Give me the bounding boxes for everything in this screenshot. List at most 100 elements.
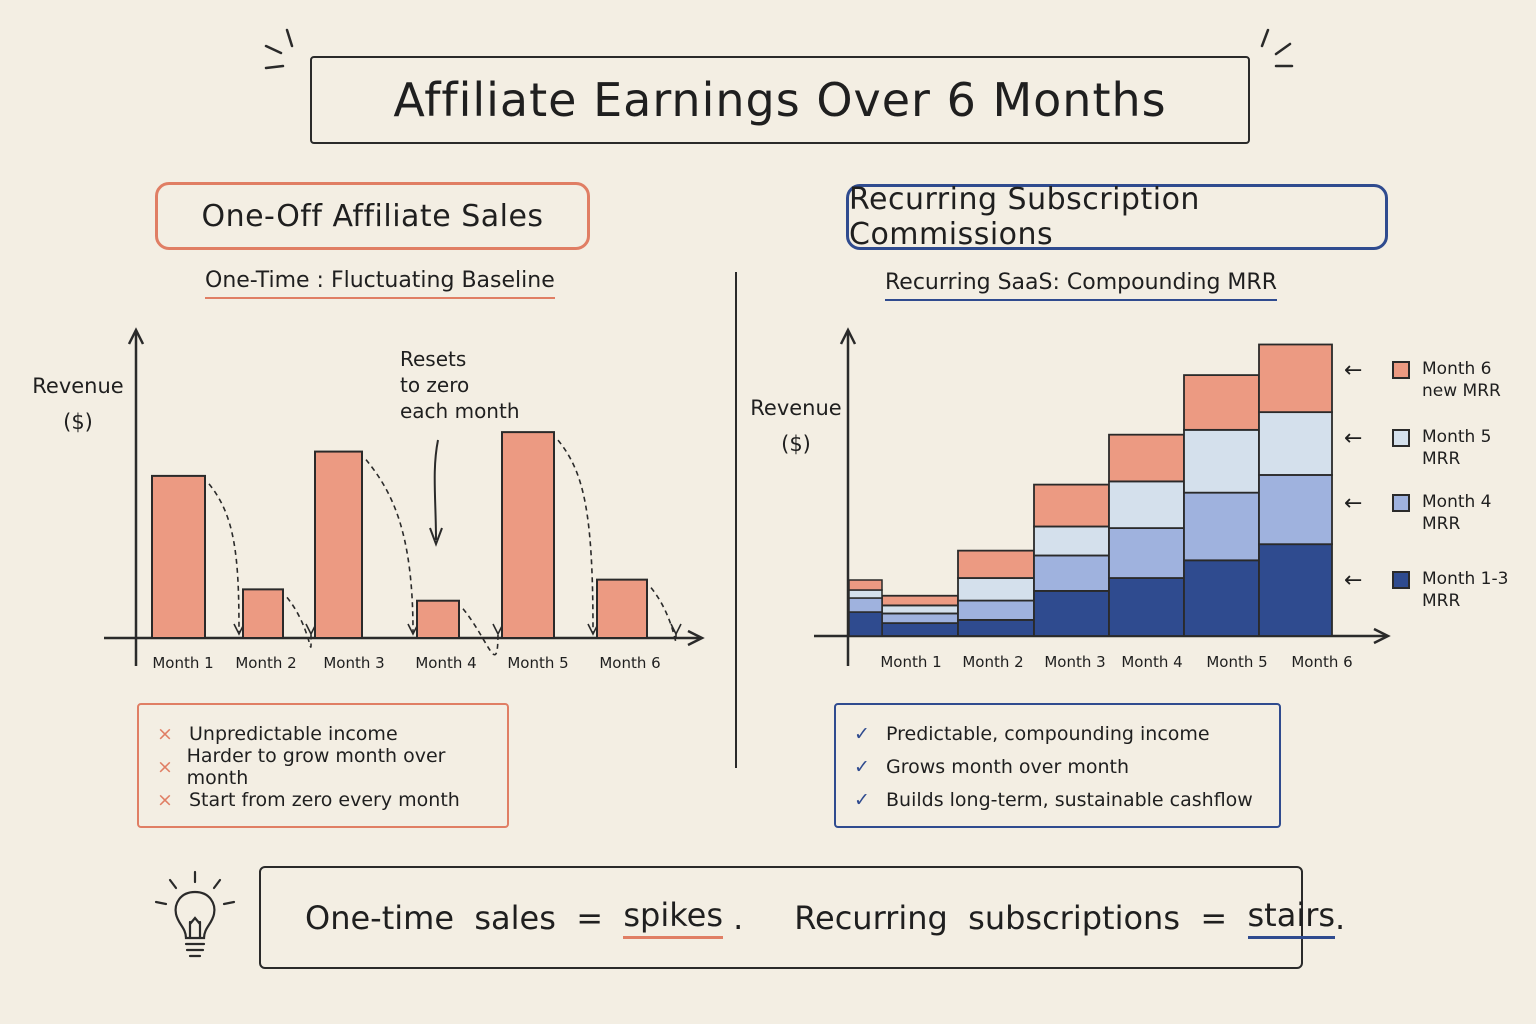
left-y-axis-label: Revenue ($) bbox=[30, 368, 126, 440]
x-tick-label: Month 3 bbox=[1044, 653, 1105, 671]
annotation-line: Resets bbox=[400, 347, 467, 371]
stack-segment bbox=[1258, 543, 1333, 637]
stack-segment bbox=[957, 618, 1035, 637]
x-tick-label: Month 5 bbox=[1206, 653, 1267, 671]
reset-arrowhead bbox=[670, 623, 682, 636]
legend-item: ← Month 6 new MRR bbox=[1344, 358, 1501, 402]
legend-line1: Month 1-3 bbox=[1422, 569, 1509, 589]
legend-line2: MRR bbox=[1422, 591, 1461, 611]
bar bbox=[501, 431, 555, 639]
stack-segment bbox=[1183, 428, 1260, 494]
con-text: Unpredictable income bbox=[189, 722, 398, 745]
stack-segment-sliver bbox=[848, 597, 883, 613]
pros-list: ✓ Predictable, compounding income ✓ Grows … bbox=[834, 703, 1281, 828]
right-chart-subtitle: Recurring SaaS: Compounding MRR bbox=[885, 270, 1277, 301]
stack-segment bbox=[1183, 491, 1260, 562]
reset-arrow bbox=[462, 608, 499, 656]
list-item: × Start from zero every month bbox=[157, 783, 489, 816]
legend-item: ← Month 4 MRR bbox=[1344, 491, 1492, 535]
reset-arrow bbox=[286, 596, 312, 648]
reset-arrow bbox=[208, 483, 240, 633]
bar bbox=[314, 450, 363, 639]
reset-arrow bbox=[650, 587, 677, 642]
annotation-arrowhead bbox=[429, 527, 443, 547]
summary-word-stairs: stairs bbox=[1247, 896, 1336, 939]
x-tick-label: Month 6 bbox=[1291, 653, 1352, 671]
annotation-line: to zero bbox=[400, 373, 470, 397]
legend-line1: Month 6 bbox=[1422, 359, 1492, 379]
legend-item: ← Month 5 MRR bbox=[1344, 426, 1492, 470]
x-tick-label: Month 1 bbox=[152, 654, 213, 672]
cross-icon: × bbox=[157, 755, 173, 778]
con-text: Start from zero every month bbox=[189, 788, 460, 811]
stack-segment bbox=[957, 577, 1035, 602]
left-panel-title: One-Off Affiliate Sales bbox=[155, 182, 590, 250]
x-tick-label: Month 1 bbox=[880, 653, 941, 671]
stack-segment bbox=[1108, 433, 1185, 483]
summary-part1: One-time sales = bbox=[305, 898, 624, 937]
x-axis-arrowhead bbox=[687, 629, 705, 647]
legend-line2: MRR bbox=[1422, 449, 1461, 469]
page-title: Affiliate Earnings Over 6 Months bbox=[393, 73, 1167, 127]
right-y-axis-label: Revenue ($) bbox=[748, 390, 844, 462]
reset-annotation: Resets to zero each month bbox=[400, 346, 520, 424]
stack-segment-sliver bbox=[848, 589, 883, 599]
annotation-arrow bbox=[433, 439, 439, 541]
legend-label: Month 1-3 MRR bbox=[1422, 568, 1508, 612]
list-item: × Harder to grow month over month bbox=[157, 745, 489, 789]
check-icon: ✓ bbox=[854, 788, 870, 811]
panel-divider bbox=[735, 272, 737, 768]
stack-segment bbox=[881, 612, 959, 625]
list-item: × Unpredictable income bbox=[157, 717, 489, 750]
list-item: ✓ Builds long-term, sustainable cashflow bbox=[854, 783, 1261, 816]
annotation-line: each month bbox=[400, 399, 520, 423]
stack-segment bbox=[957, 549, 1035, 579]
legend-line1: Month 4 bbox=[1422, 492, 1492, 512]
pro-text: Grows month over month bbox=[886, 755, 1130, 778]
summary-box: One-time sales = spikes . Recurring subs… bbox=[259, 866, 1345, 969]
cross-icon: × bbox=[157, 722, 173, 745]
stack-segment bbox=[1258, 474, 1333, 546]
arrow-left-icon: ← bbox=[1344, 358, 1363, 383]
legend-swatch bbox=[1392, 429, 1410, 447]
x-tick-label: Month 5 bbox=[507, 654, 568, 672]
left-chart-subtitle: One-Time : Fluctuating Baseline bbox=[205, 268, 555, 299]
summary-part3: . bbox=[1335, 898, 1346, 937]
summary-part2: . Recurring subscriptions = bbox=[723, 898, 1248, 937]
arrow-left-icon: ← bbox=[1344, 426, 1363, 451]
list-item: ✓ Predictable, compounding income bbox=[854, 717, 1261, 750]
stack-segment bbox=[881, 622, 959, 637]
left-y-label-line2: ($) bbox=[63, 410, 93, 434]
x-tick-label: Month 3 bbox=[323, 654, 384, 672]
stack-segment bbox=[1033, 525, 1110, 557]
right-panel-title: Recurring Subscription Commissions bbox=[846, 182, 1388, 252]
bar bbox=[242, 588, 284, 639]
stack-segment bbox=[1258, 343, 1333, 414]
legend-label: Month 4 MRR bbox=[1422, 491, 1492, 535]
arrow-left-icon: ← bbox=[1344, 491, 1363, 516]
list-item: ✓ Grows month over month bbox=[854, 750, 1261, 783]
legend-label: Month 6 new MRR bbox=[1422, 358, 1501, 402]
stack-segment bbox=[1108, 480, 1185, 529]
legend-line2: new MRR bbox=[1422, 381, 1501, 401]
left-bar-chart: Month 1 Month 2 Month 3 Month 4 Month 5 Month… bbox=[104, 327, 705, 672]
stack-segment bbox=[1108, 527, 1185, 579]
x-tick-label: Month 2 bbox=[962, 653, 1023, 671]
legend-swatch bbox=[1392, 571, 1410, 589]
stack-segment bbox=[957, 599, 1035, 621]
title-box: Affiliate Earnings Over 6 Months bbox=[310, 56, 1250, 144]
legend-label: Month 5 MRR bbox=[1422, 426, 1492, 470]
stack-segment bbox=[1108, 577, 1185, 637]
pro-text: Predictable, compounding income bbox=[886, 722, 1210, 745]
right-y-label-line1: Revenue bbox=[750, 396, 842, 420]
legend-line1: Month 5 bbox=[1422, 427, 1492, 447]
legend-line2: MRR bbox=[1422, 514, 1461, 534]
pro-text: Builds long-term, sustainable cashflow bbox=[886, 788, 1253, 811]
y-axis-arrowhead bbox=[839, 327, 857, 345]
legend-item: ← Month 1-3 MRR bbox=[1344, 568, 1508, 612]
x-tick-label: Month 2 bbox=[235, 654, 296, 672]
stack-segment bbox=[1258, 411, 1333, 476]
check-icon: ✓ bbox=[854, 755, 870, 778]
con-text: Harder to grow month over month bbox=[186, 744, 446, 789]
right-stacked-bar-chart: Month 1 Month 2 Month 3 Month 4 Month 5 Month… bbox=[814, 327, 1391, 671]
